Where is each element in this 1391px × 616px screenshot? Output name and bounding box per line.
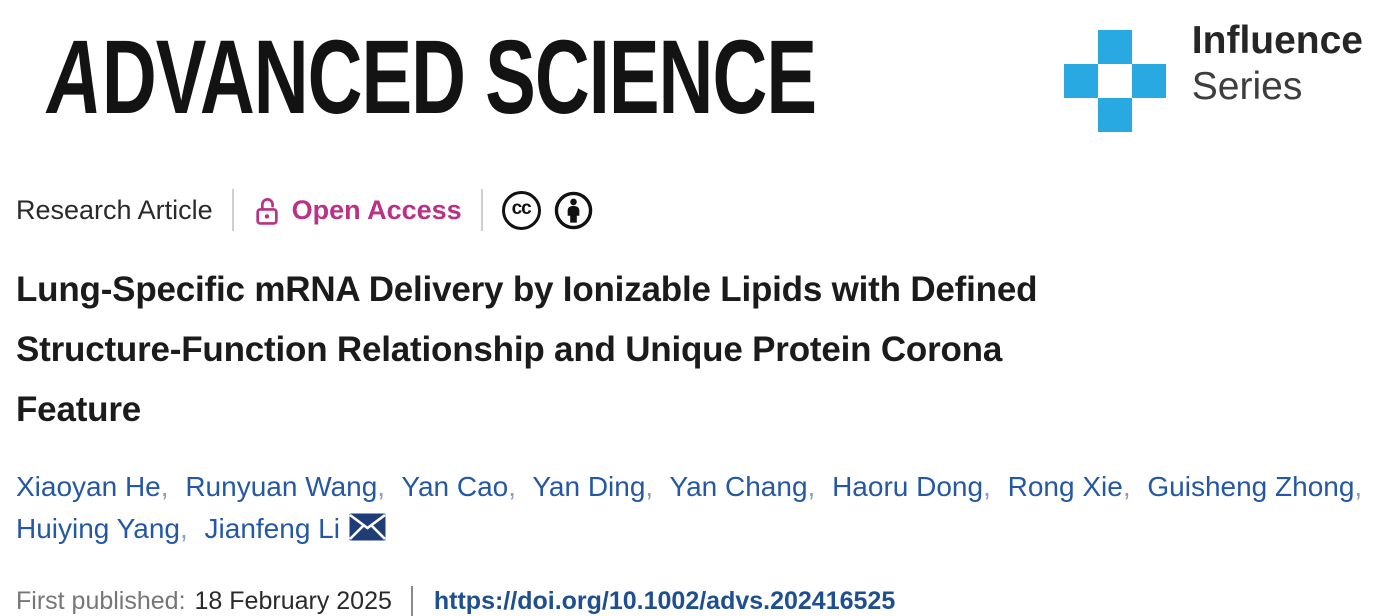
author-separator: , xyxy=(1122,471,1131,502)
author-separator: , xyxy=(645,471,654,502)
author-separator: , xyxy=(508,471,517,502)
open-access-label: Open Access xyxy=(291,194,462,225)
plus-cross-icon xyxy=(1063,30,1166,132)
first-published-label: First published: xyxy=(16,586,186,615)
author-link[interactable]: Guisheng Zhong xyxy=(1147,471,1355,502)
author-list: Xiaoyan He, Runyuan Wang, Yan Cao, Yan D… xyxy=(16,466,1375,550)
journal-logo-rest: DVANCED SCIENCE xyxy=(101,19,817,137)
author-link[interactable]: Yan Ding xyxy=(532,471,646,502)
divider xyxy=(231,189,234,231)
header-bar: ADVANCED SCIENCE Influence Series xyxy=(16,0,1375,140)
divider xyxy=(410,586,413,616)
author-link[interactable]: Xiaoyan He xyxy=(16,471,161,502)
cc-by-attribution-icon xyxy=(554,191,592,229)
author-separator: , xyxy=(807,471,816,502)
author-link[interactable]: Jianfeng Li xyxy=(204,513,340,544)
doi-link[interactable]: https://doi.org/10.1002/advs.202416525 xyxy=(433,586,896,615)
first-published-date: 18 February 2025 xyxy=(194,586,392,615)
article-title: Lung-Specific mRNA Delivery by Ionizable… xyxy=(16,260,1375,440)
journal-logo-first-letter: A xyxy=(40,19,110,137)
license-icons: cc xyxy=(501,190,593,230)
author-link[interactable]: Haoru Dong xyxy=(832,471,984,502)
series-subtitle: Series xyxy=(1191,65,1303,108)
author-link[interactable]: Huiying Yang xyxy=(16,513,180,544)
cc-license-icon: cc xyxy=(501,190,541,230)
author-separator: , xyxy=(983,471,991,502)
email-corresponding-author-icon[interactable] xyxy=(349,513,386,541)
author-link[interactable]: Yan Cao xyxy=(401,471,509,502)
publication-info-row: First published: 18 February 2025 https:… xyxy=(16,586,1375,616)
title-line: Structure-Function Relationship and Uniq… xyxy=(16,330,1003,369)
open-lock-icon xyxy=(255,198,278,225)
author-separator: , xyxy=(179,513,188,544)
influence-series-badge[interactable]: Influence Series xyxy=(1063,16,1363,132)
author-link[interactable]: Yan Chang xyxy=(669,471,808,502)
series-title: Influence xyxy=(1191,19,1363,62)
series-text: Influence Series xyxy=(1192,18,1363,110)
title-line: Lung-Specific mRNA Delivery by Ionizable… xyxy=(16,270,1038,309)
article-type-label: Research Article xyxy=(16,194,213,225)
author-separator: , xyxy=(160,471,169,502)
author-link[interactable]: Rong Xie xyxy=(1007,471,1123,502)
author-separator: , xyxy=(377,471,386,502)
author-link[interactable]: Runyuan Wang xyxy=(185,471,378,502)
title-line: Feature xyxy=(16,390,142,429)
article-meta-row: Research Article Open Access cc xyxy=(16,188,1375,232)
author-separator: , xyxy=(1354,471,1363,502)
journal-logo[interactable]: ADVANCED SCIENCE xyxy=(41,19,817,136)
divider xyxy=(480,189,483,231)
open-access-badge: Open Access xyxy=(253,194,462,226)
